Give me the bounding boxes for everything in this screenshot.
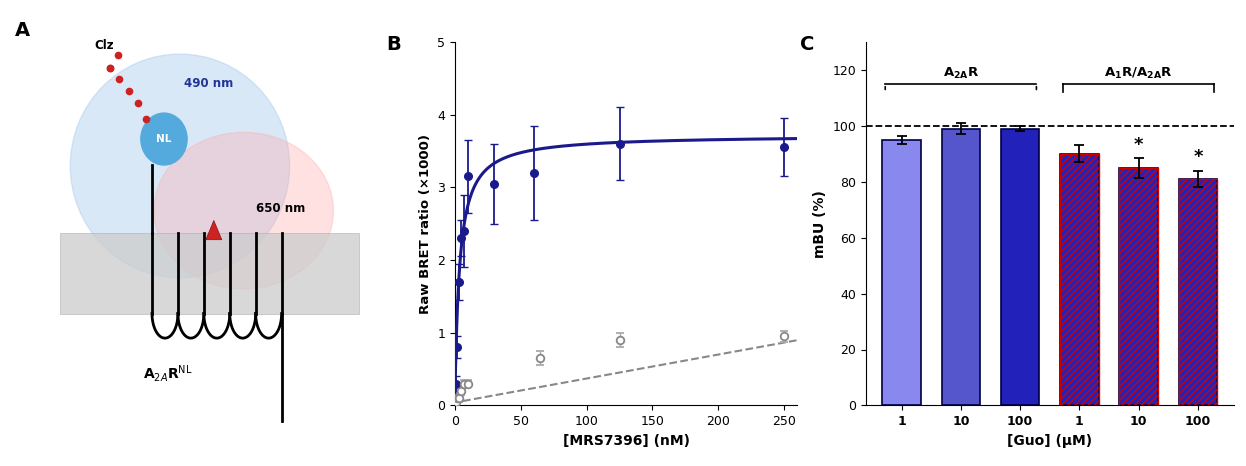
Circle shape bbox=[141, 113, 187, 165]
Bar bbox=[60, 233, 359, 314]
Polygon shape bbox=[206, 220, 222, 240]
Text: A: A bbox=[15, 21, 30, 40]
Text: 650 nm: 650 nm bbox=[255, 202, 305, 215]
Text: 490 nm: 490 nm bbox=[184, 76, 233, 89]
Ellipse shape bbox=[155, 132, 334, 289]
Text: *: * bbox=[1134, 136, 1144, 154]
Bar bbox=[1001, 129, 1039, 405]
Text: *: * bbox=[1194, 148, 1202, 166]
X-axis label: [MRS7396] (nM): [MRS7396] (nM) bbox=[563, 434, 689, 448]
Text: NL: NL bbox=[156, 134, 172, 144]
Bar bbox=[1060, 154, 1099, 405]
Bar bbox=[1119, 168, 1158, 405]
Y-axis label: mBU (%): mBU (%) bbox=[812, 190, 827, 258]
Bar bbox=[942, 129, 981, 405]
Text: Clz: Clz bbox=[95, 39, 113, 52]
Text: $\mathbf{A_{2A}R}$: $\mathbf{A_{2A}R}$ bbox=[943, 66, 979, 81]
Text: B: B bbox=[386, 34, 401, 54]
Text: $\mathbf{A_1R/A_{2A}R}$: $\mathbf{A_1R/A_{2A}R}$ bbox=[1104, 66, 1172, 81]
Y-axis label: Raw BRET ratio (×1000): Raw BRET ratio (×1000) bbox=[419, 134, 431, 314]
Bar bbox=[882, 140, 921, 405]
Text: C: C bbox=[800, 34, 814, 54]
Bar bbox=[1179, 179, 1217, 405]
X-axis label: [Guo] (μM): [Guo] (μM) bbox=[1007, 434, 1093, 448]
Bar bbox=[1119, 168, 1158, 405]
Bar bbox=[1179, 179, 1217, 405]
Ellipse shape bbox=[70, 54, 289, 278]
Text: A$_{2A}$R$^{\mathrm{NL}}$: A$_{2A}$R$^{\mathrm{NL}}$ bbox=[143, 363, 193, 384]
Bar bbox=[1060, 154, 1099, 405]
